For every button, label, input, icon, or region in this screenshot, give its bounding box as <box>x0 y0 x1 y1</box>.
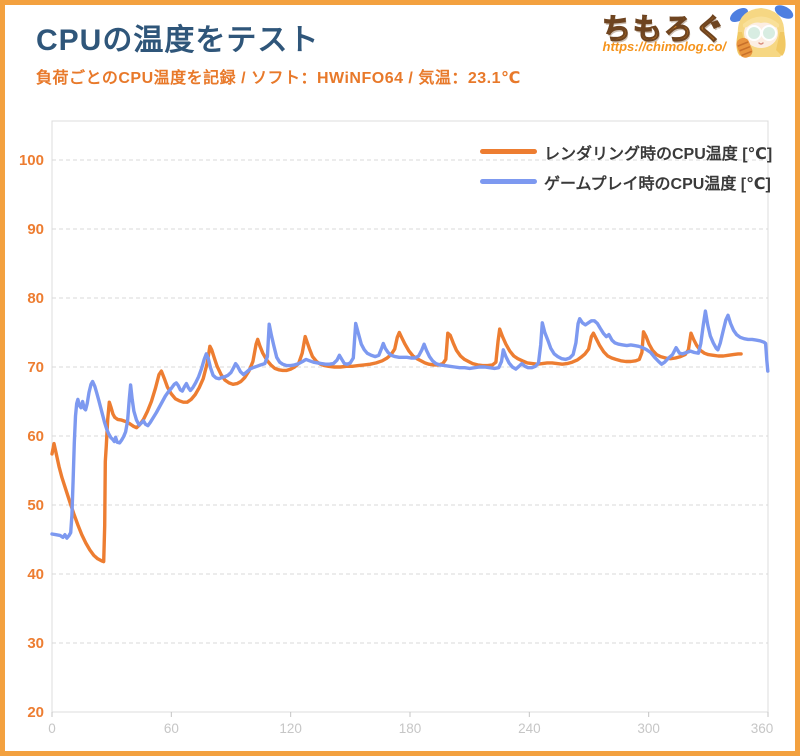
site-logo-text: ちもろぐ <box>601 13 726 46</box>
mascot-icon <box>730 5 794 58</box>
svg-text:360: 360 <box>751 721 774 736</box>
svg-text:120: 120 <box>279 721 302 736</box>
svg-text:90: 90 <box>27 221 44 238</box>
svg-text:40: 40 <box>27 566 44 583</box>
svg-text:60: 60 <box>27 428 44 445</box>
svg-text:50: 50 <box>27 497 44 514</box>
site-logo-url: https://chimolog.co/ <box>602 39 727 54</box>
legend-line-swatch-gameplay <box>480 179 537 184</box>
svg-text:0: 0 <box>48 721 56 736</box>
chart-header: CPUの温度をテスト 負荷ごとのCPU温度を記録 / ソフト：HWiNFO64 … <box>36 24 521 88</box>
legend-line-swatch-rendering <box>480 149 537 154</box>
legend-label-gameplay: ゲームプレイ時のCPU温度 [℃] <box>544 176 771 193</box>
svg-text:80: 80 <box>27 290 44 307</box>
legend-label-rendering: レンダリング時のCPU温度 [℃] <box>544 146 773 163</box>
page-title: CPUの温度をテスト <box>36 24 320 57</box>
svg-text:100: 100 <box>19 152 44 169</box>
svg-text:60: 60 <box>164 721 179 736</box>
svg-text:30: 30 <box>27 635 44 652</box>
svg-text:240: 240 <box>518 721 541 736</box>
svg-text:70: 70 <box>27 359 44 376</box>
page-subtitle: 負荷ごとのCPU温度を記録 / ソフト：HWiNFO64 / 気温：23.1℃ <box>36 70 521 87</box>
svg-text:300: 300 <box>637 721 660 736</box>
svg-text:20: 20 <box>27 704 44 721</box>
site-logo: ちもろぐ https://chimolog.co/ <box>540 0 800 70</box>
svg-text:180: 180 <box>399 721 422 736</box>
